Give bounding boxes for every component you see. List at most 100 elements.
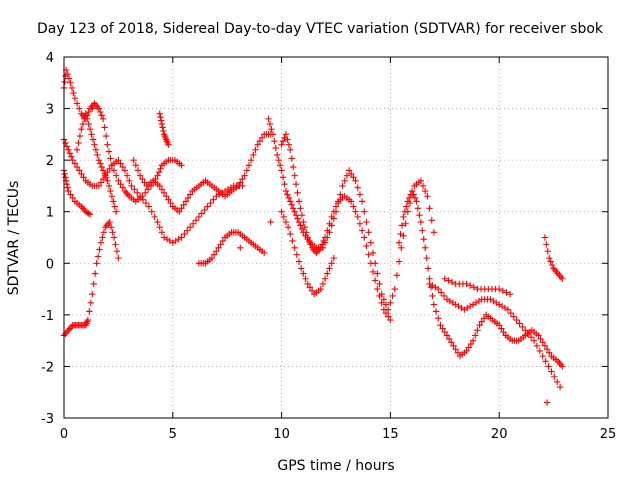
- data-point: [156, 182, 163, 190]
- data-point: [380, 296, 388, 303]
- x-tick-label: 20: [491, 427, 508, 442]
- data-point: [300, 270, 307, 277]
- data-point: [437, 289, 445, 296]
- data-point: [92, 146, 100, 154]
- data-point: [113, 208, 120, 215]
- data-point: [439, 325, 446, 332]
- data-point: [537, 335, 544, 343]
- data-point: [165, 141, 172, 148]
- data-point: [107, 223, 115, 231]
- data-point: [97, 160, 104, 167]
- data-point: [94, 151, 101, 159]
- data-point: [440, 292, 448, 300]
- data-point: [131, 186, 138, 193]
- data-point: [319, 241, 326, 248]
- data-point: [401, 208, 409, 215]
- data-point: [419, 182, 427, 190]
- data-point: [95, 105, 103, 112]
- data-point: [306, 284, 314, 291]
- axis-ticks: [63, 56, 609, 419]
- data-point: [463, 347, 470, 355]
- data-point: [69, 156, 76, 164]
- data-point: [469, 337, 477, 344]
- data-point: [93, 260, 100, 267]
- data-point: [539, 352, 546, 360]
- data-point: [503, 289, 510, 296]
- data-point: [348, 198, 355, 205]
- data-point: [535, 332, 542, 339]
- data-point: [297, 222, 304, 229]
- data-point: [278, 167, 285, 174]
- data-point: [430, 229, 438, 236]
- data-point: [156, 223, 163, 231]
- data-point: [554, 378, 561, 386]
- x-tick-label: 10: [273, 427, 290, 442]
- series-track-K: [278, 208, 338, 298]
- data-point: [86, 126, 94, 133]
- data-point: [545, 363, 552, 370]
- data-point: [269, 131, 277, 138]
- data-point: [326, 220, 333, 227]
- y-tick-label: 4: [46, 51, 54, 66]
- data-point: [292, 181, 300, 188]
- data-point: [541, 234, 549, 241]
- data-point: [99, 234, 106, 241]
- data-point: [476, 321, 483, 329]
- data-point: [542, 358, 549, 365]
- y-tick-label: 2: [46, 154, 54, 169]
- data-point: [413, 198, 420, 205]
- data-point: [97, 179, 105, 186]
- data-point: [65, 75, 73, 82]
- data-point: [178, 205, 185, 212]
- data-point: [330, 254, 338, 262]
- data-point: [189, 220, 197, 227]
- data-point: [86, 308, 93, 315]
- data-point: [398, 244, 405, 252]
- data-point: [326, 265, 333, 272]
- data-point: [291, 172, 298, 179]
- data-point: [408, 187, 416, 195]
- data-point: [354, 184, 361, 191]
- data-point: [144, 186, 152, 193]
- plot-frame: [63, 56, 609, 419]
- data-point: [304, 234, 311, 241]
- data-point: [108, 193, 116, 200]
- data-point: [391, 285, 398, 293]
- data-point: [73, 163, 81, 171]
- data-point: [99, 167, 107, 174]
- data-point: [548, 261, 556, 269]
- data-point: [245, 162, 253, 169]
- data-point: [389, 292, 396, 300]
- data-point: [448, 339, 455, 346]
- data-point: [429, 292, 436, 300]
- data-point: [62, 174, 69, 181]
- data-point: [369, 249, 377, 257]
- data-point: [281, 181, 288, 188]
- data-point: [294, 189, 301, 197]
- x-tick-label: 5: [169, 427, 177, 442]
- data-point: [157, 165, 164, 172]
- data-point: [443, 332, 451, 339]
- data-point: [430, 301, 438, 308]
- data-point: [398, 222, 406, 229]
- data-point: [284, 136, 291, 143]
- data-point: [62, 139, 69, 147]
- data-point: [378, 299, 385, 307]
- data-point: [268, 126, 275, 133]
- data-point: [445, 335, 453, 343]
- data-point: [96, 246, 103, 253]
- data-point: [78, 170, 85, 178]
- data-point: [324, 227, 331, 234]
- data-point: [302, 275, 309, 282]
- y-tick-label: -1: [41, 309, 54, 324]
- data-point: [136, 172, 144, 179]
- series-track-C: [73, 110, 120, 215]
- data-point: [301, 223, 309, 231]
- data-point: [239, 175, 246, 183]
- data-point: [180, 201, 187, 209]
- data-point: [159, 124, 166, 131]
- data-point: [292, 211, 300, 219]
- data-point: [106, 165, 113, 172]
- data-point: [101, 124, 108, 131]
- data-point: [284, 223, 292, 231]
